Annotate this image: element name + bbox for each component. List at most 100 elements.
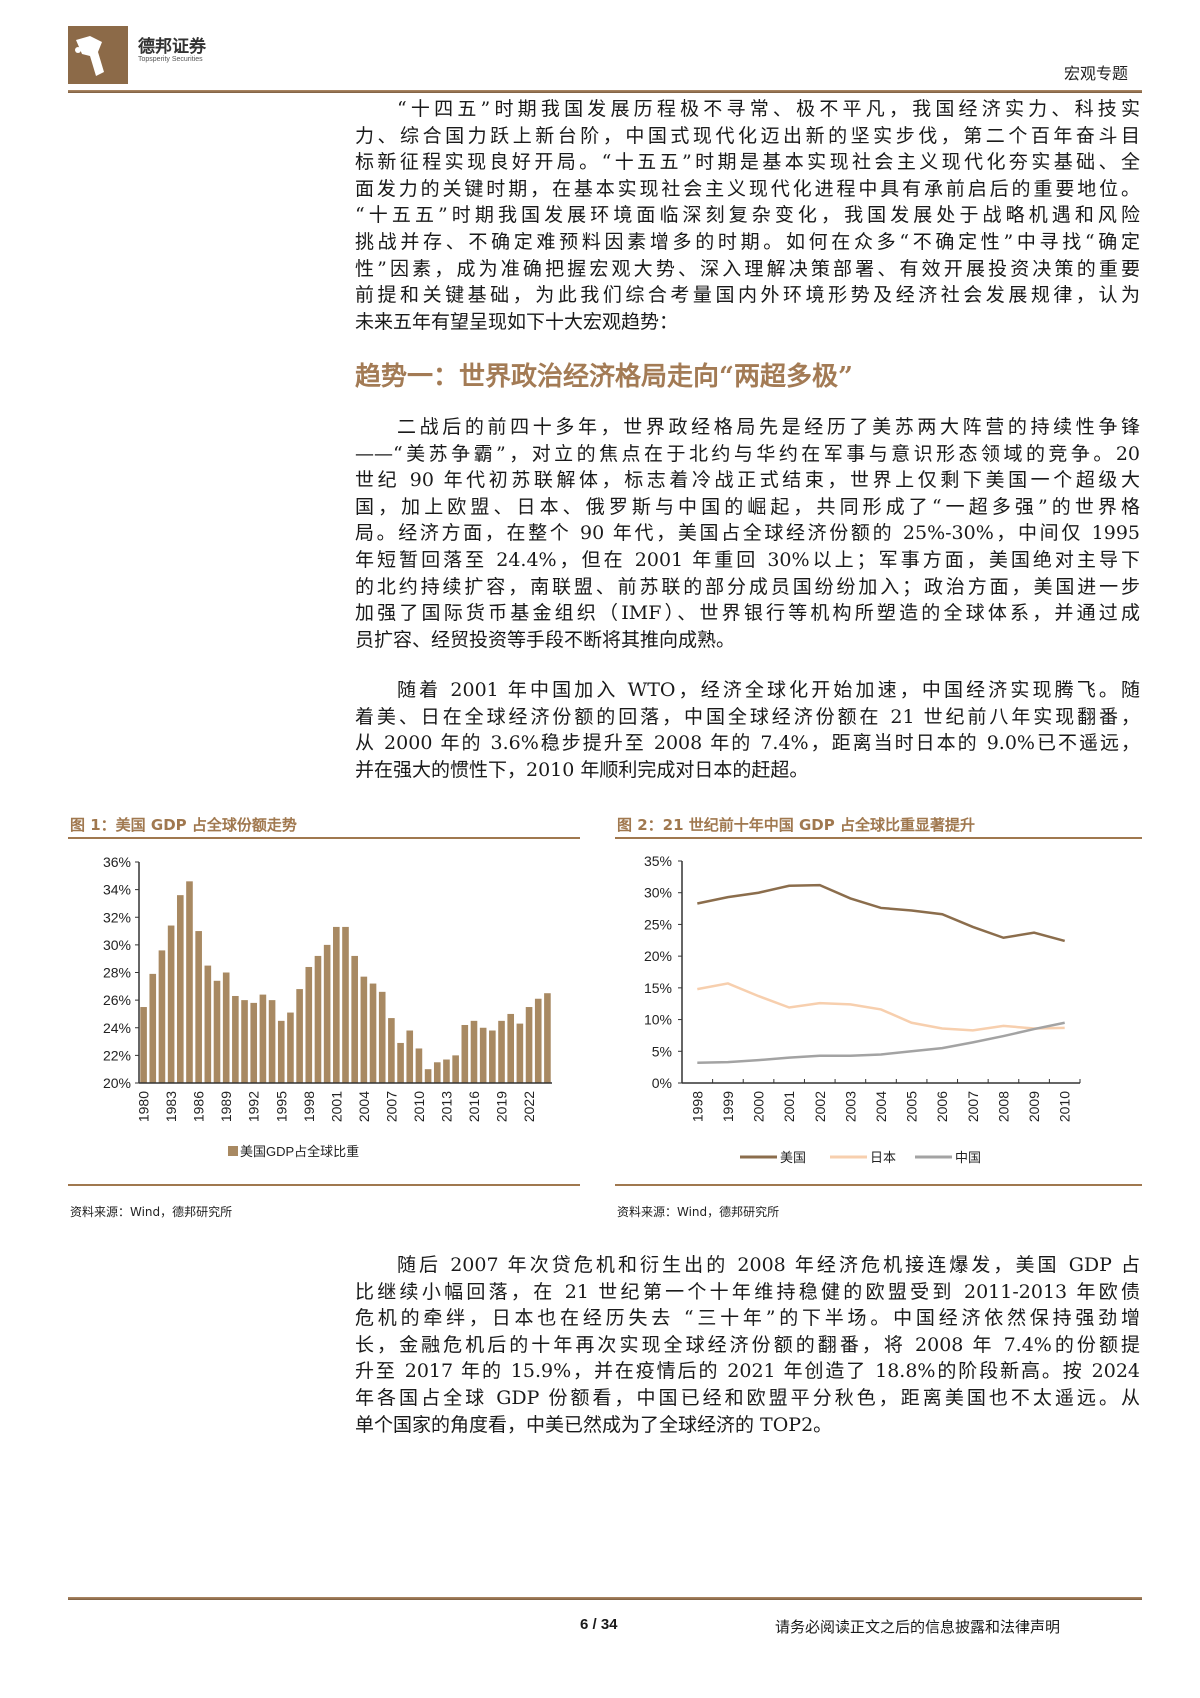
x-tick-label: 2004 (356, 1091, 372, 1122)
figure1-bottom-rule (68, 1184, 580, 1186)
x-tick-label: 2004 (873, 1091, 889, 1122)
x-tick-label: 2007 (383, 1091, 399, 1122)
bar-2011 (424, 1069, 432, 1083)
y-tick-label: 35% (644, 853, 672, 869)
paragraph-line: “十五五”时期我国发展环境面临深刻复杂变化，我国发展处于战略机遇和风险 (355, 204, 1140, 227)
figure2-bottom-rule (615, 1184, 1142, 1186)
y-tick-label: 20% (644, 948, 672, 964)
paragraph-line: 年各国占全球 GDP 份额看，中国已经和欧盟平分秋色，距离美国也不太遥远。从 (355, 1386, 1140, 1409)
paragraph-line: 并在强大的惯性下，2010 年顺利完成对日本的赶超。 (355, 758, 809, 781)
y-tick-label: 26% (103, 992, 131, 1008)
x-tick-label: 2010 (1057, 1091, 1073, 1122)
x-tick-label: 2005 (904, 1091, 920, 1122)
figure1-title: 图 1：美国 GDP 占全球份额走势 (70, 816, 297, 834)
bar-2016 (470, 1020, 478, 1083)
bar-1997 (296, 989, 303, 1083)
paragraph-line: 性”因素，成为准确把握宏观大势、深入理解决策部署、有效开展投资决策的重要 (355, 257, 1140, 280)
line-series-0 (697, 883, 1066, 943)
bar-1999 (314, 955, 322, 1083)
paragraph-line: 未来五年有望呈现如下十大宏观趋势： (355, 310, 679, 333)
y-tick-label: 20% (103, 1075, 131, 1091)
bar-2006 (378, 991, 386, 1083)
bar-1996 (287, 1012, 294, 1083)
bar-1987 (204, 965, 212, 1083)
figure2-chart: 0% 5% 10% 15% 20% 25% 30% 35% 1998 1999 2000 2001 20… (644, 853, 1081, 1165)
paragraph-wto: 随着 2001 年中国加入 WTO，经济全球化开始加速，中国经济实现腾飞。随 着美… (355, 677, 1140, 783)
x-tick-label: 1995 (273, 1091, 289, 1122)
y-tick-label: 28% (103, 965, 131, 981)
bar-2014 (452, 1055, 459, 1083)
x-tick-label: 1986 (191, 1091, 207, 1122)
bar-2013 (443, 1059, 450, 1083)
bar-1981 (149, 973, 157, 1083)
figure1-top-rule (68, 837, 580, 839)
bar-2007 (388, 1018, 395, 1083)
paragraph-line: 年短暂回落至 24.4%，但在 2001 年重回 30%以上；军事方面，美国绝对… (355, 548, 1140, 571)
legend-label: 美国 (780, 1150, 806, 1165)
bar-1982 (158, 950, 166, 1083)
legend-label: 日本 (870, 1150, 896, 1165)
x-tick-label: 2006 (934, 1091, 950, 1122)
bar-2012 (433, 1062, 441, 1083)
bar-1995 (277, 1020, 285, 1083)
bar-1991 (241, 1000, 248, 1083)
bar-2009 (406, 1030, 414, 1083)
x-tick-label: 2016 (466, 1091, 482, 1122)
legend-label: 中国 (955, 1150, 981, 1165)
logo-figure-icon (75, 36, 104, 76)
figure2-source: 资料来源：Wind，德邦研究所 (617, 1205, 780, 1219)
bar-2022 (525, 1007, 533, 1083)
x-tick-label: 2022 (521, 1091, 537, 1122)
bar-1983 (167, 925, 175, 1083)
paragraph-line: 面发力的关键时期，在基本实现社会主义现代化进程中具有承前启后的重要地位。 (355, 177, 1140, 200)
y-tick-label: 34% (103, 882, 131, 898)
paragraph-line: 升至 2017 年的 15.9%，并在疫情后的 2021 年创造了 18.8%的… (355, 1360, 1140, 1383)
x-tick-label: 2001 (781, 1091, 797, 1122)
section-heading: 趋势一：世界政治经济格局走向“两超多极” (355, 362, 853, 392)
bar-2004 (360, 976, 368, 1083)
bar-1980 (140, 1007, 147, 1083)
paragraph-line: 着美、日在全球经济份额的回落，中国全球经济份额在 21 世纪前八年实现翻番， (355, 705, 1140, 728)
bar-2015 (461, 1024, 469, 1083)
bar-1989 (222, 972, 230, 1083)
bar-2002 (342, 926, 349, 1083)
x-tick-label: 1983 (163, 1091, 179, 1122)
header-rule (68, 90, 1142, 93)
paragraph-line: “十四五”时期我国发展历程极不寻常、极不平凡，我国经济实力、科技实 (397, 98, 1140, 120)
y-tick-label: 15% (644, 980, 672, 996)
paragraph-line: 世纪 90 年代初苏联解体，标志着冷战正式结束，世界上仅剩下美国一个超级大 (355, 469, 1140, 492)
line-series-1 (697, 982, 1065, 1032)
x-tick-label: 2001 (328, 1091, 344, 1122)
bar-2010 (415, 1048, 423, 1083)
paragraph-line: 危机的牵绊，日本也在经历失去 “三十年”的下半场。中国经济依然保持强劲增 (355, 1307, 1140, 1330)
paragraph-line: 标新征程实现良好开局。“十五五”时期是基本实现社会主义现代化夯实基础、全 (355, 151, 1140, 174)
y-tick-label: 24% (103, 1020, 131, 1036)
section-label: 宏观专题 (1063, 64, 1128, 83)
bar-1986 (195, 931, 202, 1083)
paragraph-line: 单个国家的角度看，中美已然成为了全球经济的 TOP2。 (355, 1413, 833, 1436)
paragraph-line: 的北约持续扩容，南联盟、前苏联的部分成员国纷纷加入；政治方面，美国进一步 (355, 575, 1140, 598)
figure1-chart: 20% 22% 24% 26% 28% 30% 32% 34% 36% 1980 1983 1986 1… (103, 854, 552, 1159)
brand-name-en: Topsperity Securities (138, 56, 203, 63)
y-tick-label: 0% (652, 1075, 672, 1091)
paragraph-line: 局。经济方面，在整个 90 年代，美国占全球经济份额的 25%-30%，中间仅 … (355, 522, 1140, 545)
bar-2020 (507, 1013, 515, 1083)
bar-2003 (351, 955, 358, 1083)
bar-1984 (176, 895, 184, 1083)
brand-name: 德邦证券 (138, 37, 206, 57)
y-tick-label: 22% (103, 1047, 131, 1063)
x-tick-label: 1999 (720, 1091, 736, 1122)
footer-rule (68, 1597, 1142, 1600)
y-tick-label: 25% (644, 916, 672, 932)
x-tick-label: 2019 (494, 1091, 510, 1122)
legend-swatch (228, 1146, 238, 1156)
paragraph-line: 员扩容、经贸投资等手段不断将其推向成熟。 (355, 628, 736, 651)
paragraph-postwar: 二战后的前四十多年，世界政经格局先是经历了美苏两大阵营的持续性争锋 ——“美苏争霸… (355, 414, 1140, 653)
x-tick-label: 1992 (246, 1091, 262, 1122)
x-tick-label: 2010 (411, 1091, 427, 1122)
x-tick-label: 1998 (689, 1091, 705, 1122)
x-tick-label: 2008 (995, 1091, 1011, 1122)
x-tick-label: 2007 (965, 1091, 981, 1122)
paragraph-line: ——“美苏争霸”，对立的焦点在于北约与华约在军事与意识形态领域的竞争。20 (355, 442, 1140, 465)
x-tick-label: 2000 (751, 1091, 767, 1122)
